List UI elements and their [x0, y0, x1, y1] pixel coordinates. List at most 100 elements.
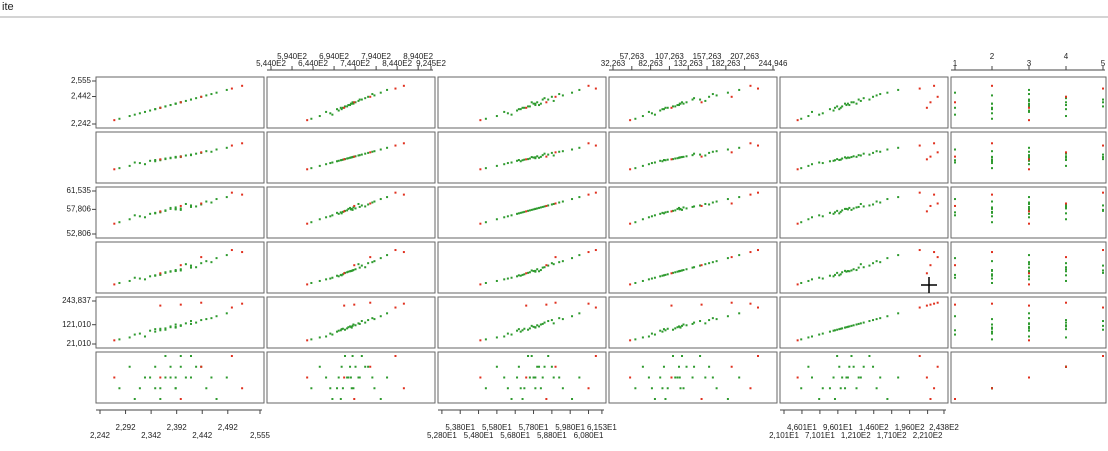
point	[857, 266, 860, 269]
point	[530, 355, 533, 357]
point	[991, 326, 993, 329]
point	[351, 101, 354, 104]
point	[666, 327, 669, 330]
point	[991, 318, 993, 321]
point	[836, 271, 839, 274]
point	[678, 325, 681, 328]
point	[386, 312, 389, 315]
point	[521, 329, 524, 332]
point	[523, 106, 526, 109]
point	[749, 84, 752, 87]
point	[671, 158, 674, 161]
point	[848, 325, 851, 328]
point	[715, 94, 718, 97]
point	[164, 328, 167, 331]
point	[664, 159, 667, 162]
point	[872, 262, 875, 265]
point	[730, 151, 733, 154]
point	[1102, 269, 1104, 272]
point	[534, 104, 537, 107]
point	[1102, 324, 1104, 327]
point	[855, 269, 858, 272]
point	[394, 306, 397, 309]
point	[484, 338, 487, 341]
point	[210, 93, 213, 96]
point	[503, 376, 506, 379]
point	[659, 275, 662, 278]
point	[118, 117, 121, 120]
point	[174, 102, 177, 105]
point	[331, 113, 334, 116]
point	[306, 168, 309, 171]
point	[337, 212, 340, 215]
point	[532, 376, 535, 379]
point	[336, 274, 339, 277]
point	[700, 303, 703, 306]
point	[650, 332, 653, 335]
point	[954, 161, 956, 164]
bottom-tick-label: 5,980E1	[555, 423, 585, 432]
point	[845, 326, 848, 329]
point	[641, 164, 644, 167]
point	[200, 319, 203, 322]
point	[169, 104, 172, 107]
point	[532, 325, 535, 328]
point	[1065, 268, 1067, 271]
point	[164, 105, 167, 108]
point	[174, 156, 177, 159]
point	[850, 324, 853, 327]
point	[828, 211, 831, 214]
point	[1102, 87, 1104, 90]
point	[318, 279, 321, 282]
point	[1028, 196, 1030, 199]
point	[991, 277, 993, 280]
point	[205, 150, 208, 153]
point	[331, 276, 334, 279]
point	[886, 315, 889, 318]
point	[1028, 98, 1030, 101]
point	[347, 270, 350, 273]
point	[210, 261, 213, 264]
point	[241, 193, 244, 196]
point	[143, 110, 146, 113]
point	[991, 387, 993, 390]
point	[699, 153, 702, 156]
point	[379, 398, 382, 400]
point	[700, 155, 703, 158]
point	[991, 330, 993, 333]
point	[189, 264, 192, 267]
point	[666, 273, 669, 276]
point	[954, 329, 956, 332]
point	[357, 376, 360, 379]
point	[841, 157, 844, 160]
point	[530, 156, 533, 159]
point	[875, 318, 878, 321]
point	[796, 168, 799, 171]
point	[318, 218, 321, 221]
point	[749, 387, 752, 390]
point	[641, 336, 644, 339]
point	[337, 275, 340, 278]
point	[561, 387, 564, 390]
point	[336, 160, 339, 163]
point	[1065, 97, 1067, 100]
point	[205, 387, 208, 390]
point	[647, 110, 650, 113]
point	[641, 365, 644, 368]
point	[503, 110, 506, 113]
point	[200, 202, 203, 205]
point	[118, 387, 121, 390]
point	[844, 207, 847, 210]
point	[541, 98, 544, 101]
point	[357, 154, 360, 157]
point	[991, 193, 993, 196]
point	[528, 327, 531, 330]
point	[678, 270, 681, 273]
point	[539, 102, 542, 105]
point	[241, 84, 244, 87]
point	[634, 221, 637, 224]
point	[149, 376, 152, 379]
point	[653, 214, 656, 217]
top-tick-label: 9,245E2	[416, 59, 446, 68]
point	[310, 167, 313, 170]
